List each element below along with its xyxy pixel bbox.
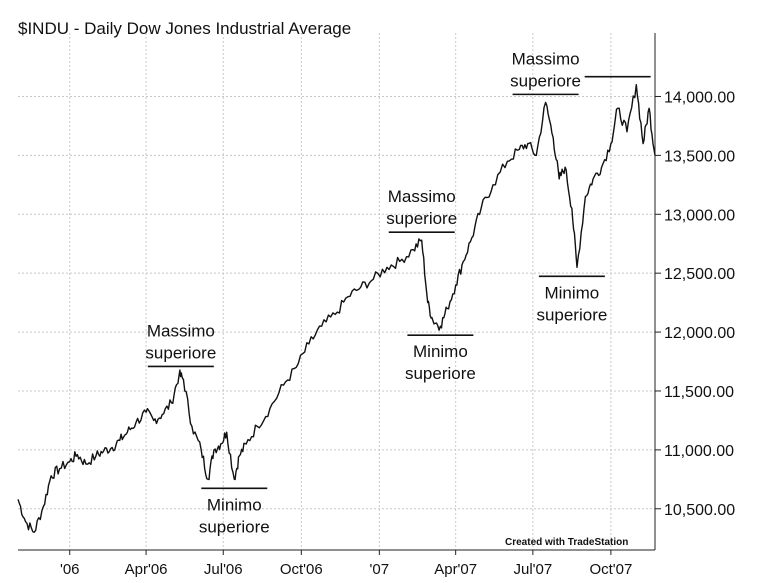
chart-title: $INDU - Daily Dow Jones Industrial Avera… [18, 19, 351, 38]
annotation-text: superiore [199, 517, 270, 536]
annotation-text: Minimo [207, 495, 262, 514]
y-tick-label: 11,500.00 [664, 384, 734, 401]
annotation-text: superiore [145, 343, 216, 362]
massimo-label: Massimo superiore [510, 49, 581, 90]
y-tick-label: 12,000.00 [664, 325, 735, 342]
y-tick-label: 12,500.00 [664, 266, 735, 283]
annotation-text: superiore [386, 209, 457, 228]
y-tick-label: 13,000.00 [664, 207, 735, 224]
x-tick-label: '06 [60, 561, 80, 578]
annotation-text: superiore [536, 305, 607, 324]
x-tick-label: Oct'07 [589, 561, 632, 578]
axes: 10,500.00 11,000.00 11,500.00 12,000.00 12,5… [18, 33, 735, 578]
x-tick-label: Apr'06 [125, 561, 168, 578]
annotation-text: Minimo [544, 283, 599, 302]
annotation-text: Massimo [512, 49, 580, 68]
minimo-label: Minimo superiore [405, 342, 476, 383]
annotation-text: superiore [405, 364, 476, 383]
annotation-text: Massimo [147, 321, 215, 340]
minimo-label: Minimo superiore [536, 283, 607, 324]
annotations: Massimo superiore Minimo superiore Massimo su… [145, 49, 651, 536]
y-tick-label: 11,000.00 [664, 443, 734, 460]
annotation-text: Massimo [388, 187, 456, 206]
annotation-text: Minimo [413, 342, 468, 361]
y-tick-label: 10,500.00 [664, 502, 735, 519]
x-tick-label: '07 [370, 561, 390, 578]
x-tick-label: Jul'06 [204, 561, 243, 578]
x-tick-label: Oct'06 [280, 561, 323, 578]
minimo-label: Minimo superiore [199, 495, 270, 536]
credit-label: Created with TradeStation [505, 537, 628, 548]
price-line [17, 83, 656, 533]
annotation-text: superiore [510, 71, 581, 90]
x-tick-label: Jul'07 [513, 561, 552, 578]
y-tick-label: 13,500.00 [664, 148, 735, 165]
x-tick-label: Apr'07 [434, 561, 477, 578]
massimo-label: Massimo superiore [386, 187, 457, 228]
price-series [17, 83, 656, 533]
massimo-label: Massimo superiore [145, 321, 216, 362]
y-tick-label: 14,000.00 [664, 89, 735, 106]
